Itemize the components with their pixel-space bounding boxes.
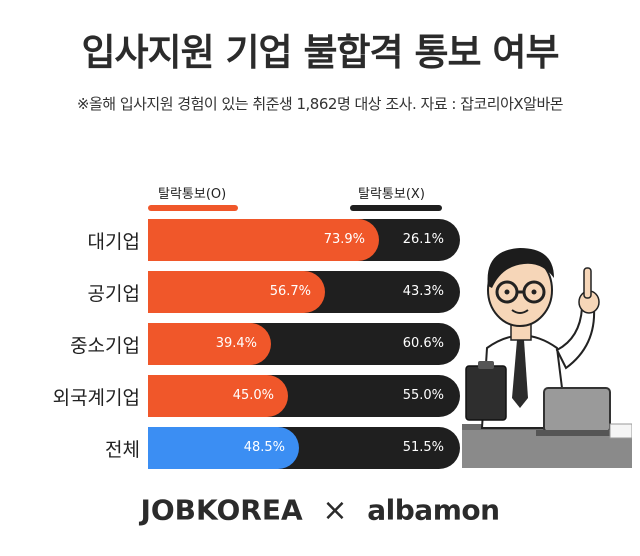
value-label-not-notified: 60.6% (402, 336, 444, 351)
legend-notified-swatch (148, 205, 238, 211)
bar-notified (148, 375, 288, 417)
value-label-notified: 39.4% (215, 336, 257, 351)
value-label-notified: 73.9% (323, 232, 365, 247)
legend-not-notified-label: 탈락통보(X) (358, 187, 425, 202)
chart-subtitle: ※올해 입사지원 경험이 있는 취준생 1,862명 대상 조사. 자료 : 잡… (76, 95, 564, 113)
value-label-notified: 56.7% (269, 284, 311, 299)
value-label-notified: 48.5% (243, 440, 285, 455)
value-label-not-notified: 55.0% (402, 388, 444, 403)
logo-separator: × (322, 492, 348, 528)
value-label-not-notified: 51.5% (402, 440, 444, 455)
value-label-notified: 45.0% (232, 388, 274, 403)
category-label: 전체 (105, 439, 140, 461)
category-label: 대기업 (87, 231, 140, 253)
legend-notified-label: 탈락통보(O) (158, 187, 227, 202)
value-label-not-notified: 26.1% (402, 232, 444, 247)
bar-notified (148, 427, 299, 469)
value-label-not-notified: 43.3% (402, 284, 444, 299)
bar-notified (148, 219, 379, 261)
category-label: 공기업 (87, 283, 140, 305)
bar-notified (148, 323, 271, 365)
legend-not-notified-swatch (350, 205, 442, 211)
category-label: 외국계기업 (52, 387, 140, 409)
category-label: 중소기업 (70, 335, 140, 357)
jobkorea-logo: JOBKOREA (140, 493, 303, 527)
office-worker-illustration (462, 248, 632, 468)
footer-logos: JOBKOREA × albamon (0, 492, 640, 528)
albamon-logo: albamon (367, 493, 500, 527)
bar-notified (148, 271, 325, 313)
chart-title: 입사지원 기업 불합격 통보 여부 (81, 31, 559, 74)
